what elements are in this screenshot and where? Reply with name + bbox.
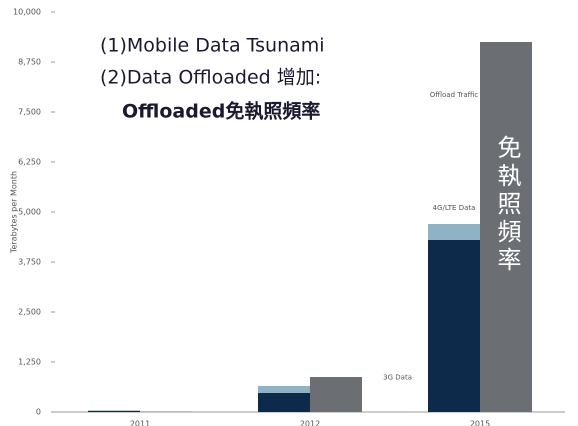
bar bbox=[310, 377, 362, 412]
y-tick-label: 3,750 bbox=[18, 258, 41, 267]
y-tick-label: 2,500 bbox=[18, 308, 41, 317]
y-tick-label: 1,250 bbox=[18, 358, 41, 367]
y-tick-label: 7,500 bbox=[18, 108, 41, 117]
bar bbox=[88, 410, 140, 412]
annotation: (2)Data Offloaded 增加: bbox=[100, 67, 321, 89]
bar bbox=[258, 393, 310, 412]
bar bbox=[258, 386, 310, 393]
annotation: Offloaded免執照頻率 bbox=[122, 100, 320, 123]
series-label: 3G Data bbox=[383, 374, 412, 382]
bar bbox=[428, 240, 480, 412]
bar bbox=[480, 42, 532, 412]
series-label: Offload Traffic bbox=[430, 91, 479, 99]
y-tick-label: 8,750 bbox=[18, 58, 41, 67]
x-tick-label: 2015 bbox=[470, 420, 490, 426]
y-tick-label: 5,000 bbox=[18, 208, 41, 217]
y-tick-label: 10,000 bbox=[13, 8, 41, 17]
x-tick-label: 2011 bbox=[130, 420, 150, 426]
series-label: 4G/LTE Data bbox=[433, 204, 476, 212]
y-tick-label: 6,250 bbox=[18, 158, 41, 167]
bar bbox=[428, 224, 480, 240]
annotation: 免執照頻率 bbox=[493, 135, 521, 275]
y-axis-title: Terabytes per Month bbox=[10, 171, 19, 254]
y-tick-label: 0 bbox=[36, 408, 41, 417]
annotation: (1)Mobile Data Tsunami bbox=[100, 35, 325, 57]
x-tick-label: 2012 bbox=[300, 420, 320, 426]
